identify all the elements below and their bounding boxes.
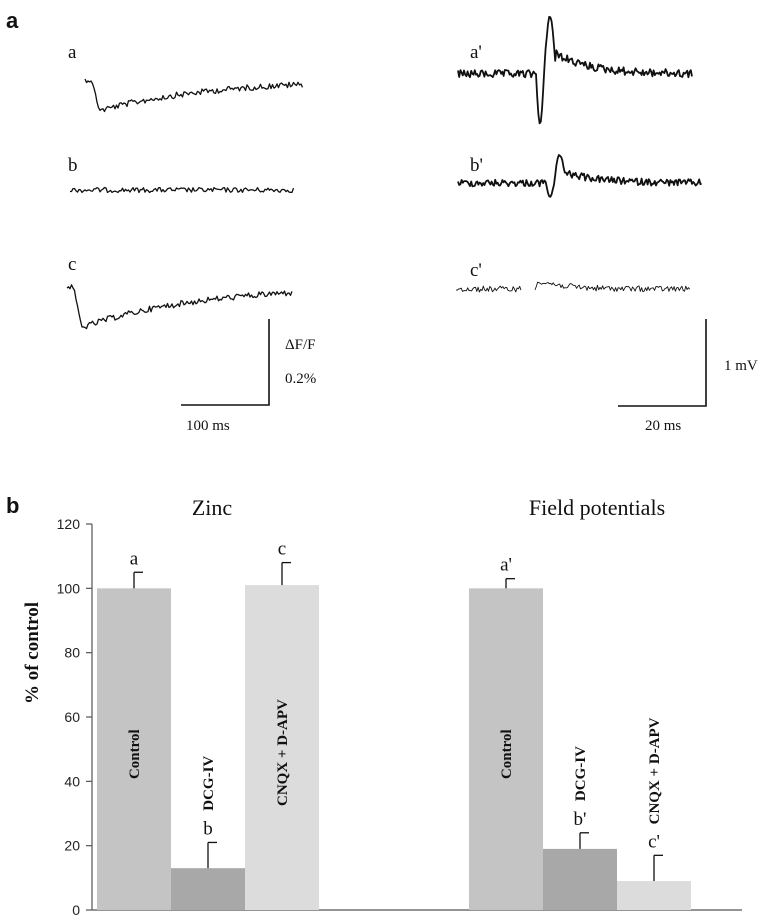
zinc-scale-bar (181, 319, 270, 406)
zinc-trace-c (66, 284, 293, 330)
field-trace-b-prime (457, 154, 703, 198)
zinc-scale-x-label: 100 ms (186, 418, 230, 434)
category-label: CNQX + D-APV (275, 699, 291, 806)
field-scale-bar (618, 319, 707, 407)
field-trace-c-prime-pre (455, 285, 522, 293)
y-tick-label: 120 (57, 516, 81, 532)
trace-label-c: c (68, 254, 76, 275)
trace-label-b-prime: b' (470, 155, 483, 176)
bar (171, 868, 245, 910)
significance-letter: a (130, 548, 139, 569)
trace-label-b: b (68, 155, 78, 176)
y-tick-label: 0 (72, 902, 80, 915)
field-scale-y-label: 1 mV (724, 358, 758, 374)
category-label: DCG-IV (573, 746, 589, 801)
group-title-zinc: Zinc (192, 495, 233, 520)
zinc-trace-b (70, 186, 295, 194)
panel-a-letter: a (6, 8, 19, 33)
y-tick-label: 60 (64, 709, 80, 725)
category-label: Control (499, 729, 515, 779)
y-tick-label: 20 (64, 838, 80, 854)
bar (543, 848, 617, 910)
significance-letter: b (203, 818, 213, 839)
group-title-field-potentials: Field potentials (529, 495, 665, 520)
zinc-scale-y-label: ΔF/F (285, 337, 316, 353)
bar-chart: 0 20 40 60 80 100 120 a Control b DCG-IV c CNQX + D-… (57, 516, 742, 915)
panel-b-letter: b (6, 493, 19, 518)
trace-label-a-prime: a' (470, 42, 482, 63)
significance-letter: c' (648, 831, 660, 852)
trace-label-a: a (68, 42, 77, 63)
y-tick-label: 100 (57, 580, 81, 596)
category-label: CNQX + D-APV (647, 717, 663, 824)
significance-letter: c (278, 539, 286, 560)
trace-label-c-prime: c' (470, 260, 482, 281)
significance-letter: b' (574, 809, 587, 830)
field-scale-x-label: 20 ms (645, 418, 681, 434)
y-axis-label: % of control (22, 602, 43, 704)
y-tick-label: 80 (64, 645, 80, 661)
zinc-scale-y-value: 0.2% (285, 371, 316, 387)
y-tick-label: 40 (64, 773, 80, 789)
field-trace-a-prime (457, 15, 693, 125)
category-label: Control (127, 729, 143, 779)
significance-letter: a' (500, 555, 512, 576)
bar (469, 588, 543, 910)
field-trace-c-prime-post (534, 281, 691, 293)
bar (97, 588, 171, 910)
category-label: DCG-IV (201, 756, 217, 811)
bar (245, 585, 319, 910)
bar (617, 881, 691, 910)
zinc-trace-a (84, 78, 304, 113)
